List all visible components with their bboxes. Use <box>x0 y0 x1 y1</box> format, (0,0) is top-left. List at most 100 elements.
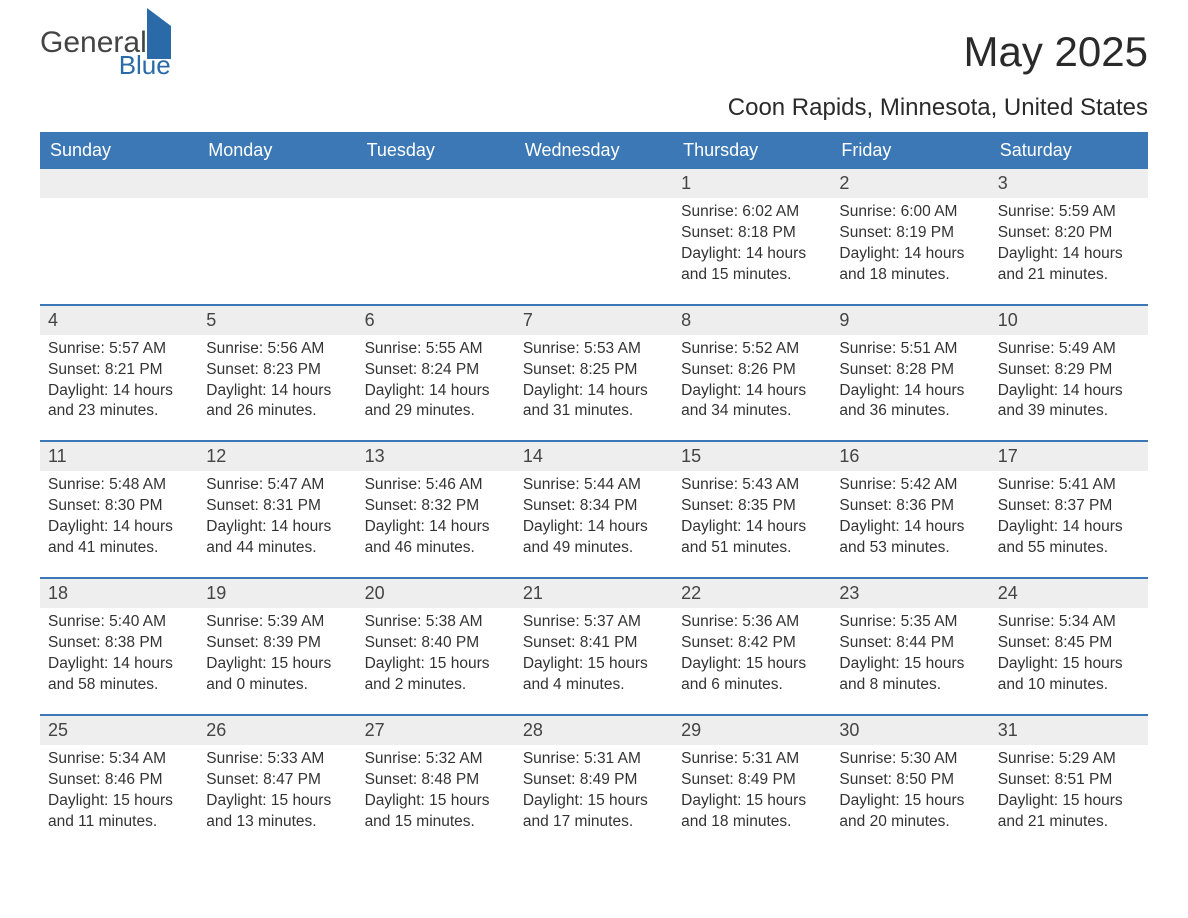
daylight-line: Daylight: 15 hours and 8 minutes. <box>839 654 981 696</box>
sunset-line: Sunset: 8:31 PM <box>206 496 348 517</box>
day-cell: Sunrise: 5:43 AMSunset: 8:35 PMDaylight:… <box>673 471 831 569</box>
sunrise-line: Sunrise: 5:31 AM <box>681 749 823 770</box>
sunrise-line: Sunrise: 5:57 AM <box>48 339 190 360</box>
day-cell: Sunrise: 5:30 AMSunset: 8:50 PMDaylight:… <box>831 745 989 843</box>
day-cell <box>515 198 673 296</box>
daylight-line: Daylight: 15 hours and 15 minutes. <box>365 791 507 833</box>
day-number: 3 <box>990 169 1148 198</box>
day-cell: Sunrise: 5:56 AMSunset: 8:23 PMDaylight:… <box>198 335 356 433</box>
dow-sunday: Sunday <box>40 132 198 169</box>
sunset-line: Sunset: 8:20 PM <box>998 223 1140 244</box>
day-number <box>40 169 198 198</box>
day-number <box>515 169 673 198</box>
daylight-line: Daylight: 14 hours and 34 minutes. <box>681 381 823 423</box>
day-cell: Sunrise: 5:40 AMSunset: 8:38 PMDaylight:… <box>40 608 198 706</box>
sunset-line: Sunset: 8:46 PM <box>48 770 190 791</box>
day-cell: Sunrise: 5:51 AMSunset: 8:28 PMDaylight:… <box>831 335 989 433</box>
day-number: 29 <box>673 716 831 745</box>
sunset-line: Sunset: 8:38 PM <box>48 633 190 654</box>
sunrise-line: Sunrise: 5:59 AM <box>998 202 1140 223</box>
day-number: 10 <box>990 306 1148 335</box>
daylight-line: Daylight: 14 hours and 15 minutes. <box>681 244 823 286</box>
sunset-line: Sunset: 8:42 PM <box>681 633 823 654</box>
daylight-line: Daylight: 14 hours and 18 minutes. <box>839 244 981 286</box>
day-cell: Sunrise: 6:00 AMSunset: 8:19 PMDaylight:… <box>831 198 989 296</box>
day-number: 12 <box>198 442 356 471</box>
day-cell: Sunrise: 5:44 AMSunset: 8:34 PMDaylight:… <box>515 471 673 569</box>
sunrise-line: Sunrise: 5:49 AM <box>998 339 1140 360</box>
daylight-line: Daylight: 15 hours and 20 minutes. <box>839 791 981 833</box>
week-row: 18192021222324Sunrise: 5:40 AMSunset: 8:… <box>40 577 1148 706</box>
daylight-line: Daylight: 14 hours and 36 minutes. <box>839 381 981 423</box>
day-cell: Sunrise: 5:39 AMSunset: 8:39 PMDaylight:… <box>198 608 356 706</box>
day-cell: Sunrise: 5:32 AMSunset: 8:48 PMDaylight:… <box>357 745 515 843</box>
day-cell: Sunrise: 5:47 AMSunset: 8:31 PMDaylight:… <box>198 471 356 569</box>
daybody-row: Sunrise: 5:40 AMSunset: 8:38 PMDaylight:… <box>40 608 1148 706</box>
sunrise-line: Sunrise: 5:36 AM <box>681 612 823 633</box>
day-cell: Sunrise: 5:33 AMSunset: 8:47 PMDaylight:… <box>198 745 356 843</box>
sunset-line: Sunset: 8:32 PM <box>365 496 507 517</box>
sunrise-line: Sunrise: 5:31 AM <box>523 749 665 770</box>
sunrise-line: Sunrise: 5:35 AM <box>839 612 981 633</box>
day-number: 11 <box>40 442 198 471</box>
sunset-line: Sunset: 8:37 PM <box>998 496 1140 517</box>
sunset-line: Sunset: 8:35 PM <box>681 496 823 517</box>
dow-friday: Friday <box>831 132 989 169</box>
sunset-line: Sunset: 8:41 PM <box>523 633 665 654</box>
day-number: 26 <box>198 716 356 745</box>
sunrise-line: Sunrise: 6:02 AM <box>681 202 823 223</box>
header: General Blue May 2025 Coon Rapids, Minne… <box>40 28 1148 122</box>
title-block: May 2025 Coon Rapids, Minnesota, United … <box>728 28 1148 122</box>
day-number: 19 <box>198 579 356 608</box>
daylight-line: Daylight: 14 hours and 21 minutes. <box>998 244 1140 286</box>
daylight-line: Daylight: 15 hours and 18 minutes. <box>681 791 823 833</box>
sunset-line: Sunset: 8:39 PM <box>206 633 348 654</box>
daylight-line: Daylight: 15 hours and 13 minutes. <box>206 791 348 833</box>
day-number: 13 <box>357 442 515 471</box>
sunset-line: Sunset: 8:18 PM <box>681 223 823 244</box>
day-cell: Sunrise: 5:59 AMSunset: 8:20 PMDaylight:… <box>990 198 1148 296</box>
sunrise-line: Sunrise: 5:47 AM <box>206 475 348 496</box>
sunrise-line: Sunrise: 5:51 AM <box>839 339 981 360</box>
sunrise-line: Sunrise: 5:29 AM <box>998 749 1140 770</box>
day-number: 9 <box>831 306 989 335</box>
sunset-line: Sunset: 8:30 PM <box>48 496 190 517</box>
day-cell <box>357 198 515 296</box>
daylight-line: Daylight: 14 hours and 41 minutes. <box>48 517 190 559</box>
sunrise-line: Sunrise: 5:44 AM <box>523 475 665 496</box>
dow-saturday: Saturday <box>990 132 1148 169</box>
day-cell <box>40 198 198 296</box>
daynum-band: 45678910 <box>40 306 1148 335</box>
sunrise-line: Sunrise: 5:39 AM <box>206 612 348 633</box>
sunrise-line: Sunrise: 5:32 AM <box>365 749 507 770</box>
sunrise-line: Sunrise: 5:53 AM <box>523 339 665 360</box>
daylight-line: Daylight: 14 hours and 39 minutes. <box>998 381 1140 423</box>
sunrise-line: Sunrise: 5:40 AM <box>48 612 190 633</box>
day-number: 7 <box>515 306 673 335</box>
day-number: 23 <box>831 579 989 608</box>
day-number: 24 <box>990 579 1148 608</box>
week-row: 123Sunrise: 6:02 AMSunset: 8:18 PMDaylig… <box>40 169 1148 296</box>
day-number: 1 <box>673 169 831 198</box>
daylight-line: Daylight: 15 hours and 2 minutes. <box>365 654 507 696</box>
week-row: 45678910Sunrise: 5:57 AMSunset: 8:21 PMD… <box>40 304 1148 433</box>
day-number: 14 <box>515 442 673 471</box>
sunset-line: Sunset: 8:25 PM <box>523 360 665 381</box>
day-cell: Sunrise: 5:31 AMSunset: 8:49 PMDaylight:… <box>515 745 673 843</box>
daylight-line: Daylight: 14 hours and 58 minutes. <box>48 654 190 696</box>
daylight-line: Daylight: 15 hours and 21 minutes. <box>998 791 1140 833</box>
daylight-line: Daylight: 15 hours and 4 minutes. <box>523 654 665 696</box>
day-number: 17 <box>990 442 1148 471</box>
sunrise-line: Sunrise: 6:00 AM <box>839 202 981 223</box>
day-cell: Sunrise: 5:49 AMSunset: 8:29 PMDaylight:… <box>990 335 1148 433</box>
day-number <box>198 169 356 198</box>
sunset-line: Sunset: 8:34 PM <box>523 496 665 517</box>
day-number: 16 <box>831 442 989 471</box>
day-cell: Sunrise: 5:36 AMSunset: 8:42 PMDaylight:… <box>673 608 831 706</box>
calendar: SundayMondayTuesdayWednesdayThursdayFrid… <box>40 132 1148 842</box>
sunrise-line: Sunrise: 5:38 AM <box>365 612 507 633</box>
day-cell: Sunrise: 5:34 AMSunset: 8:46 PMDaylight:… <box>40 745 198 843</box>
daylight-line: Daylight: 15 hours and 0 minutes. <box>206 654 348 696</box>
sunset-line: Sunset: 8:29 PM <box>998 360 1140 381</box>
sunrise-line: Sunrise: 5:41 AM <box>998 475 1140 496</box>
